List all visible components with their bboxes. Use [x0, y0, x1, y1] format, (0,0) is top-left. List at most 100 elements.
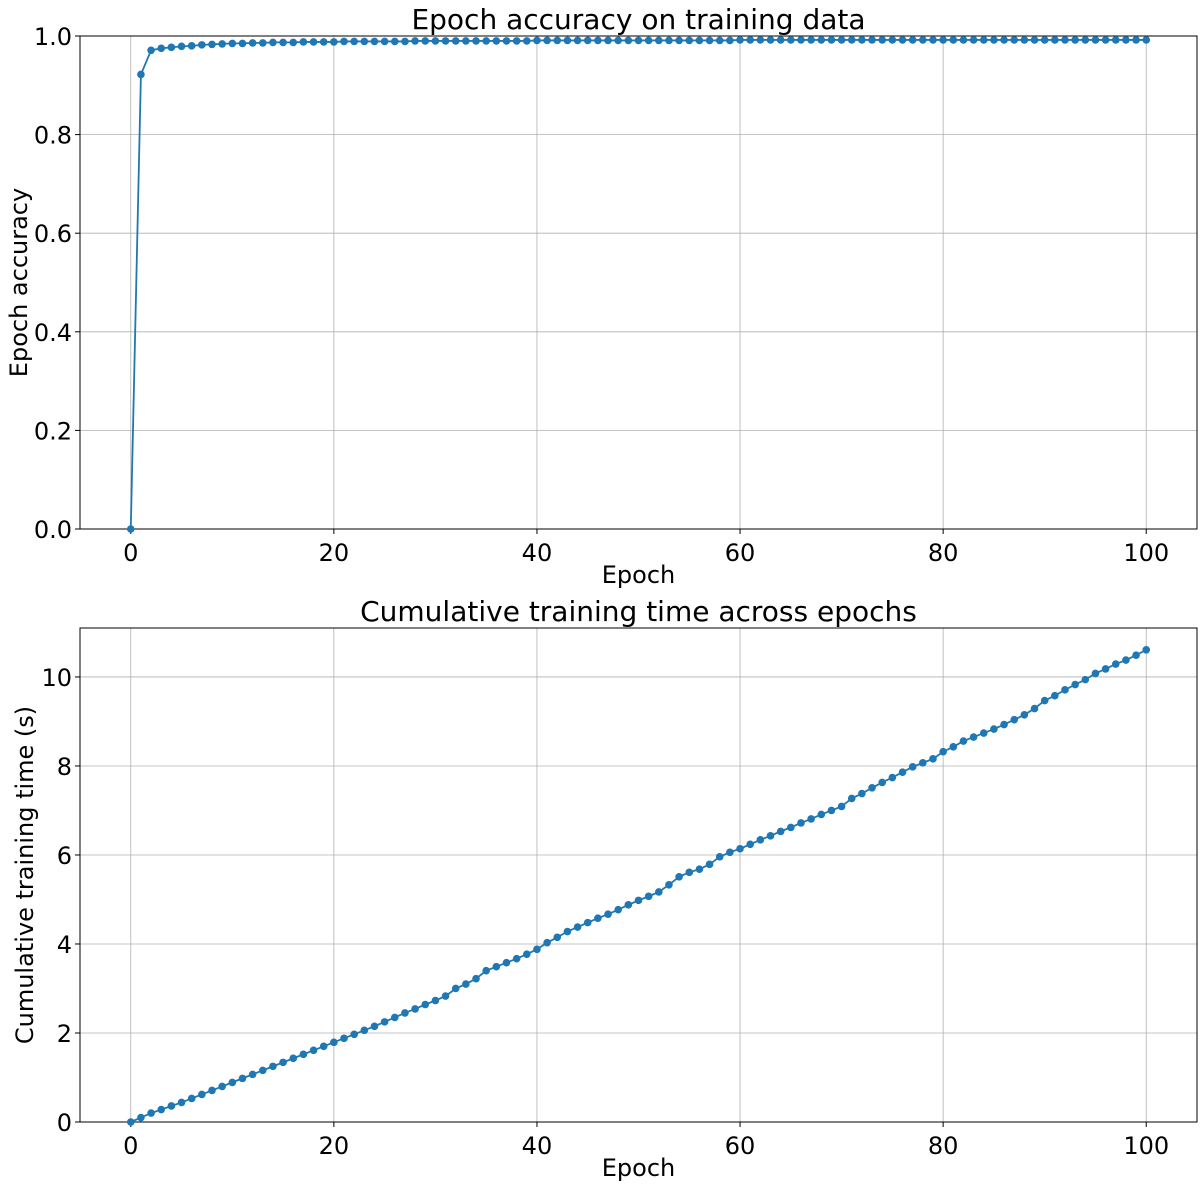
data-point: [715, 36, 724, 45]
data-point: [198, 1090, 206, 1099]
data-point: [807, 36, 815, 44]
data-point: [492, 37, 501, 45]
data-point: [380, 1018, 389, 1026]
data-point: [523, 37, 531, 45]
x-tick-label: 0: [123, 1132, 138, 1160]
data-point: [167, 43, 176, 52]
data-point: [248, 1070, 257, 1079]
data-point: [787, 36, 795, 44]
data-point: [573, 923, 582, 931]
data-point: [959, 737, 968, 745]
data-point: [979, 729, 988, 737]
data-point: [451, 37, 460, 45]
chart-title: Epoch accuracy on training data: [411, 3, 865, 36]
data-point: [512, 954, 521, 963]
data-point: [482, 37, 490, 45]
data-point: [340, 37, 348, 46]
data-point: [421, 1000, 430, 1009]
data-point: [350, 1030, 358, 1039]
data-point: [1122, 36, 1130, 44]
data-point: [258, 39, 267, 47]
data-point: [675, 872, 683, 881]
data-point: [919, 759, 927, 767]
data-point: [1142, 646, 1151, 654]
data-point: [695, 36, 704, 45]
data-point: [1000, 720, 1008, 729]
data-point: [533, 945, 541, 954]
data-point: [990, 36, 998, 44]
data-point: [533, 36, 541, 45]
data-point: [401, 37, 409, 46]
data-point: [634, 896, 643, 905]
data-point: [309, 1046, 318, 1055]
data-point: [898, 768, 907, 776]
data-point: [837, 36, 846, 44]
data-point: [888, 773, 897, 782]
data-point: [939, 747, 947, 756]
data-point: [543, 36, 551, 45]
data-point: [462, 37, 470, 45]
series-line: [130, 649, 1147, 1123]
data-point: [137, 70, 145, 79]
data-point: [898, 36, 907, 44]
data-point: [624, 901, 633, 909]
data-point: [482, 966, 490, 975]
data-point: [1132, 36, 1140, 44]
data-point: [847, 794, 856, 803]
y-tick-label: 0.2: [34, 417, 72, 445]
x-axis-label: Epoch: [602, 1154, 676, 1182]
data-point: [1051, 36, 1059, 44]
data-point: [949, 36, 958, 44]
plot-frame: [79, 35, 1198, 530]
data-point: [858, 789, 866, 798]
x-tick-label: 40: [522, 539, 553, 567]
data-point: [644, 892, 653, 901]
data-point: [380, 37, 389, 46]
data-point: [807, 815, 815, 823]
data-point: [269, 38, 277, 47]
data-point: [177, 42, 186, 51]
data-point: [289, 38, 298, 47]
y-tick-label: 0: [57, 1109, 72, 1137]
data-point: [1010, 715, 1019, 724]
data-point: [990, 725, 998, 733]
data-point: [198, 41, 206, 49]
data-point: [401, 1009, 409, 1017]
data-point: [208, 1086, 216, 1095]
data-point: [908, 36, 917, 44]
data-point: [157, 1105, 166, 1114]
data-point: [969, 36, 978, 44]
data-point: [390, 1013, 399, 1022]
data-point: [746, 36, 754, 44]
data-point: [299, 1050, 308, 1059]
data-point: [756, 836, 765, 844]
data-point: [1111, 36, 1120, 44]
data-point: [604, 910, 612, 918]
data-point: [858, 36, 866, 44]
accuracy-chart: 0 20 40 60 80 100 0.0 0.2 0.4 0.6 0.8 1.0 Epoch accu…: [5, 3, 1198, 589]
data-point: [624, 36, 633, 45]
y-tick-label: 0.8: [34, 122, 72, 150]
y-tick-label: 0.6: [34, 220, 72, 248]
data-point: [695, 865, 704, 874]
data-point: [685, 36, 694, 45]
y-tick-label: 8: [57, 753, 72, 781]
data-point: [472, 974, 480, 983]
data-point: [1081, 36, 1090, 44]
data-point: [289, 1054, 298, 1063]
data-point: [492, 962, 501, 971]
data-point: [1122, 656, 1130, 664]
data-point: [187, 1094, 196, 1103]
data-point: [949, 743, 958, 751]
data-point: [360, 1026, 369, 1035]
data-point: [472, 37, 480, 45]
data-point: [441, 992, 450, 1000]
data-point: [583, 918, 592, 927]
data-point: [787, 823, 795, 832]
data-point: [1030, 36, 1039, 44]
x-tick-label: 100: [1123, 539, 1169, 567]
data-point: [797, 36, 805, 44]
x-tick-label: 40: [522, 1132, 553, 1160]
data-point: [502, 37, 511, 45]
